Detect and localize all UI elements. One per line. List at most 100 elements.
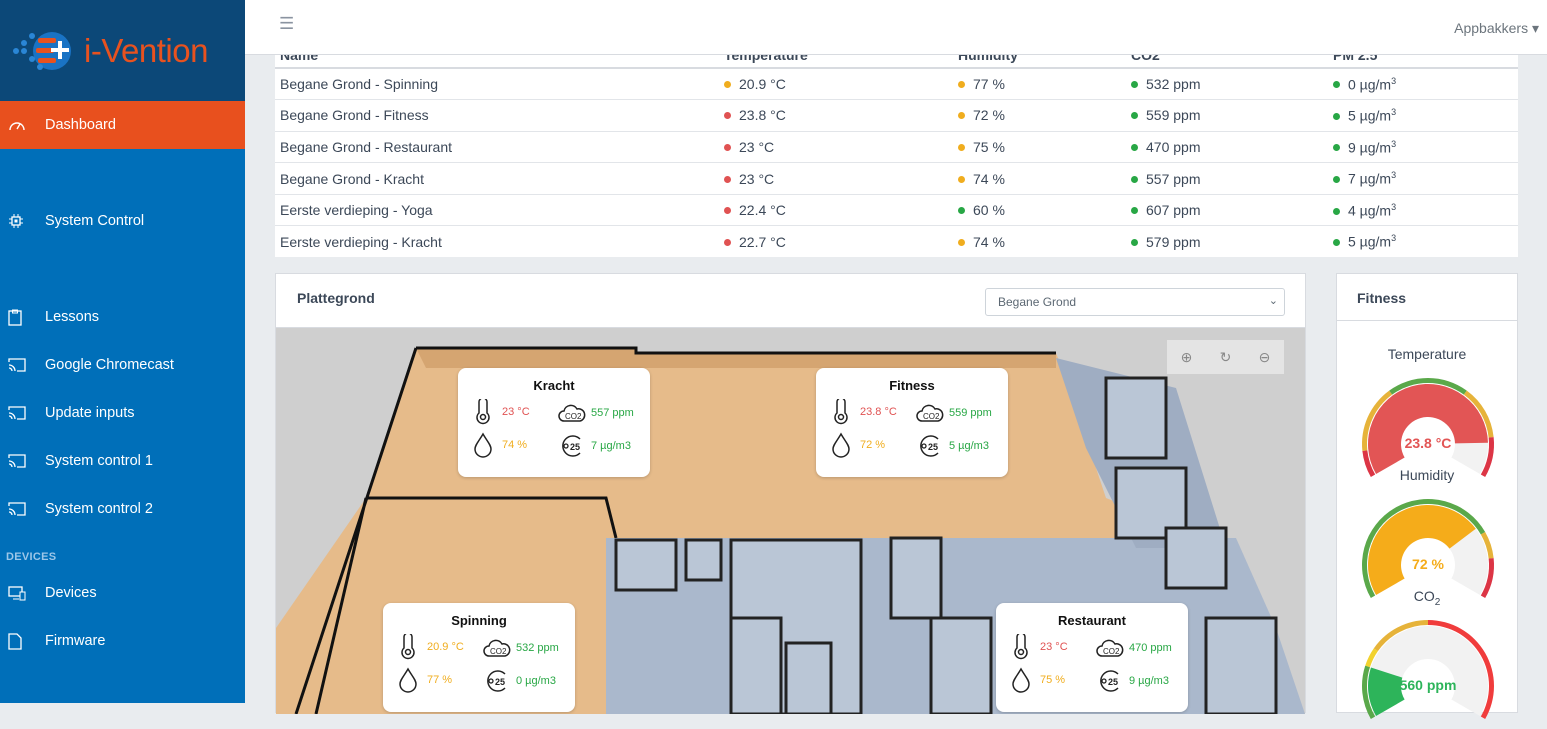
co2-value: 559 ppm [1146,107,1201,124]
sidebar-item-google-chromecast[interactable]: Google Chromecast [0,341,245,389]
cast-icon [0,454,45,468]
name-value: Begane Grond - Kracht [280,170,424,187]
gauge-band [1362,450,1376,477]
hum-value: 60 % [973,202,1005,219]
thermometer-icon [1014,634,1028,660]
co2-value: 470 ppm [1146,138,1201,155]
gauge-humidity: 72 % [1357,493,1499,608]
rooms-table: Name Temperature Humidity CO2 PM 2.5 Beg… [275,38,1518,257]
humidity-value: 75 % [1040,674,1066,686]
gauge-fill [1368,505,1476,595]
status-dot [1131,143,1138,151]
gauge-band [1365,648,1378,668]
svg-text:CO2: CO2 [490,647,507,656]
pm-value: 5 µg/m [1348,107,1392,124]
gauge-band [1480,437,1494,477]
status-dot [958,143,965,151]
humidity-drop-icon [474,432,492,458]
pm25-icon: 25 [487,670,506,692]
zoom-out-icon[interactable]: ⊖ [1258,348,1271,365]
floorplan-card: Plattegrond Begane Grond ⌄ ⊕ ↻ ⊖ Kracht 2… [275,273,1306,714]
status-dot [958,112,965,120]
room-name: Restaurant [1058,613,1126,628]
status-dot [1333,81,1340,89]
room-name: Fitness [889,378,935,393]
sidebar: i-Vention Dashboard System Control Lesso… [0,0,245,703]
status-dot [1333,144,1340,152]
table-row[interactable]: Eerste verdieping - Kracht 22.7 °C 74 % 579… [275,225,1518,257]
status-dot [724,112,731,120]
sidebar-item-dashboard[interactable]: Dashboard [0,101,245,149]
floor-select[interactable]: Begane Grond ⌄ [985,288,1285,316]
file-icon [0,632,45,650]
cast-icon [0,406,45,420]
chip-icon [0,213,45,229]
status-dot [1333,239,1340,247]
gauge-value: 23.8 °C [1404,435,1452,451]
co2-cloud-icon: CO2 [1096,639,1124,657]
reset-icon[interactable]: ↻ [1219,348,1232,365]
zoom-in-icon[interactable]: ⊕ [1180,348,1193,365]
sidebar-item-devices[interactable]: Devices [0,569,245,617]
svg-text:CO2: CO2 [565,412,582,421]
status-dot [724,81,731,89]
cast-icon [0,502,45,516]
user-menu[interactable]: Appbakkers ▾ [1454,20,1539,36]
unit-superscript: 3 [1391,233,1397,244]
status-dot [1131,207,1138,215]
card-title: Plattegrond [297,290,375,306]
sidebar-item-system-control[interactable]: System Control [0,197,245,245]
status-dot [1131,175,1138,183]
status-dot [958,207,965,215]
room-card-restaurant[interactable]: Restaurant 23 °C 75 % CO2 470 ppm 25 9 µg/… [996,603,1188,712]
pm-value: 0 µg/m [1348,76,1392,93]
room-name: Kracht [533,378,575,393]
floorplan-map[interactable]: ⊕ ↻ ⊖ Kracht 23 °C 74 % CO2 557 ppm 25 7 µ… [276,328,1305,714]
hum-value: 74 % [973,233,1005,250]
table-row[interactable]: Begane Grond - Restaurant 23 °C 75 % 470 pp… [275,131,1518,164]
gauge-label: CO2 [1413,588,1441,608]
menu-toggle-icon[interactable]: ☰ [279,14,295,33]
table-row[interactable]: Begane Grond - Fitness 23.8 °C 72 % 559 ppm… [275,99,1518,132]
sidebar-item-system-control-2[interactable]: System control 2 [0,485,245,533]
room-card-spinning[interactable]: Spinning 20.9 °C 77 % CO2 532 ppm 25 0 µg/… [383,603,575,712]
sidebar-item-system-control-1[interactable]: System control 1 [0,437,245,485]
brand-logo[interactable]: i-Vention [0,0,245,101]
speedometer-icon [0,118,45,132]
humidity-value: 77 % [427,674,453,686]
pm-value: 5 µg/m [1348,234,1392,251]
cast-icon [0,358,45,372]
room-card-fitness[interactable]: Fitness 23.8 °C 72 % CO2 559 ppm 25 5 µg/m… [816,368,1008,477]
svg-text:25: 25 [1108,677,1118,687]
co2-cloud-icon: CO2 [916,404,944,422]
humidity-drop-icon [399,667,417,693]
sidebar-item-firmware[interactable]: Firmware [0,617,245,665]
svg-text:25: 25 [928,442,938,452]
table-row[interactable]: Begane Grond - Spinning 20.9 °C 77 % 532 pp… [275,68,1518,101]
gauge-label: Humidity [1399,467,1455,483]
temp-value: 23 °C [1040,641,1068,653]
section-devices: DEVICES [6,551,57,563]
gauge-value: 560 ppm [1399,677,1457,693]
hum-value: 77 % [973,76,1005,93]
gauge-band [1480,532,1494,559]
status-dot [1333,175,1340,183]
thermometer-icon [834,399,848,425]
name-value: Begane Grond - Restaurant [280,138,452,155]
gauge-value: 72 % [1412,556,1444,572]
co2-value: 532 ppm [516,642,559,654]
temp-value: 23 °C [739,170,775,187]
status-dot [958,81,965,89]
sidebar-item-lessons[interactable]: Lessons [0,293,245,341]
gauge-band [1362,390,1393,451]
sidebar-item-update-inputs[interactable]: Update inputs [0,389,245,437]
pm25-icon: 25 [562,435,581,457]
status-dot [724,238,731,246]
table-row[interactable]: Begane Grond - Kracht 23 °C 74 % 557 ppm 7 µ… [275,162,1518,195]
room-card-kracht[interactable]: Kracht 23 °C 74 % CO2 557 ppm 25 7 µg/m3 [458,368,650,477]
status-dot [724,143,731,151]
room-name: Spinning [451,613,507,628]
thermometer-icon [476,399,490,425]
table-row[interactable]: Eerste verdieping - Yoga 22.4 °C 60 % 607 p… [275,194,1518,227]
co2-cloud-icon: CO2 [483,639,511,657]
